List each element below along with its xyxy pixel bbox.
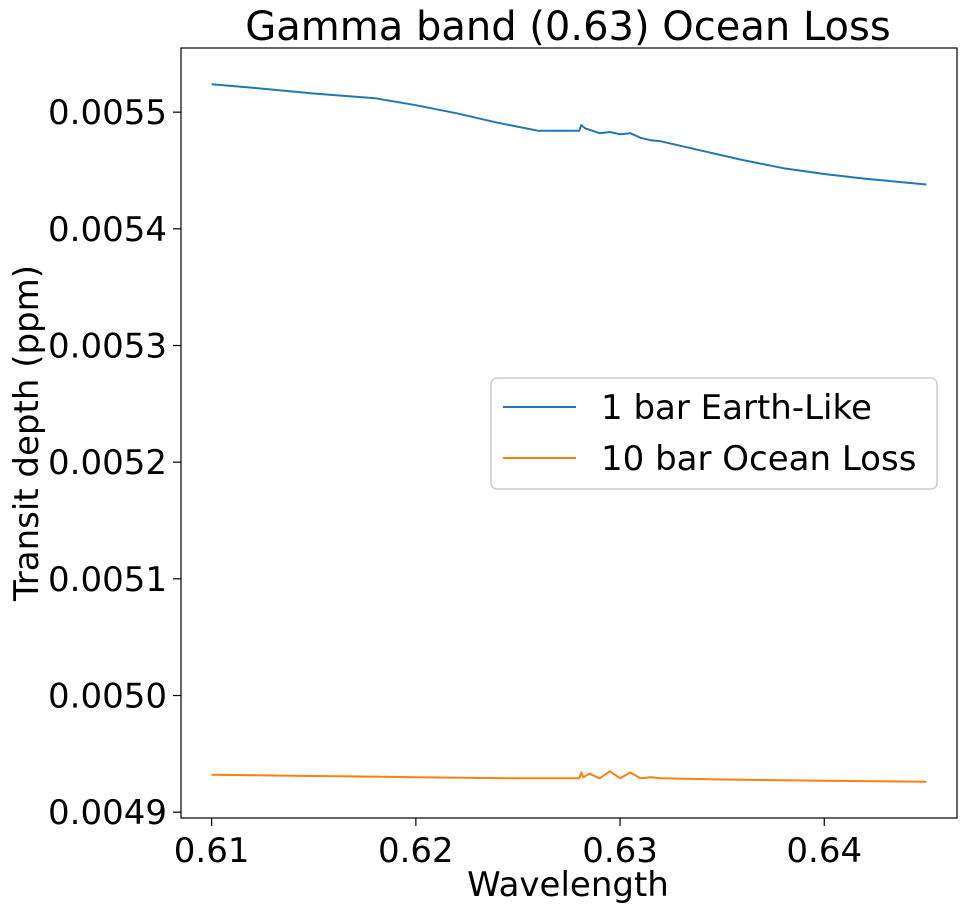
- series-line-ocean-loss: [211, 770, 927, 783]
- x-tick-label: 0.63: [582, 831, 658, 871]
- y-axis-title: Transit depth (ppm): [7, 265, 47, 602]
- x-axis-title: Wavelength: [467, 865, 669, 905]
- y-tick-label: 0.0050: [48, 677, 167, 717]
- y-axis: 0.0049 0.0050 0.0051 0.0052 0.0053 0.0054 0.00…: [48, 93, 181, 833]
- legend-label-earth-like: 1 bar Earth-Like: [601, 388, 872, 428]
- x-tick-label: 0.64: [786, 831, 862, 871]
- x-axis: 0.61 0.62 0.63 0.64: [174, 818, 862, 871]
- x-tick-label: 0.61: [174, 831, 250, 871]
- x-tick-label: 0.62: [378, 831, 454, 871]
- y-tick-label: 0.0055: [48, 93, 167, 133]
- plot-area: [211, 83, 927, 783]
- y-tick-label: 0.0053: [48, 327, 167, 367]
- legend-box: [490, 377, 938, 490]
- chart-title: Gamma band (0.63) Ocean Loss: [245, 4, 890, 50]
- y-tick-label: 0.0051: [48, 560, 167, 600]
- y-tick-label: 0.0049: [48, 793, 167, 833]
- y-tick-label: 0.0054: [48, 210, 167, 250]
- series-line-earth-like: [211, 83, 927, 186]
- y-tick-label: 0.0052: [48, 443, 167, 483]
- plot-frame: [180, 47, 958, 819]
- legend-label-ocean-loss: 10 bar Ocean Loss: [601, 439, 916, 479]
- legend: 1 bar Earth-Like 10 bar Ocean Loss: [490, 377, 938, 490]
